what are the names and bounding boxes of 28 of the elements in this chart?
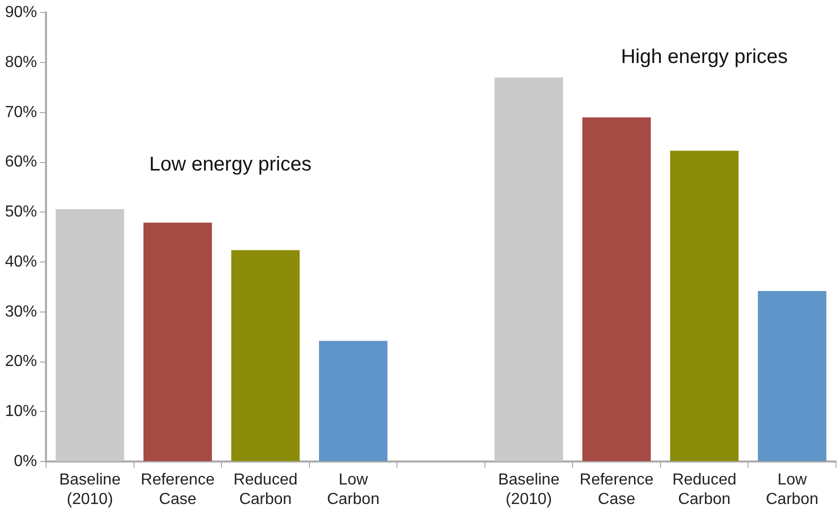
x-tick-label: Reference Case xyxy=(580,472,654,508)
annotation: Low energy prices xyxy=(149,153,312,176)
y-tick-label: 30% xyxy=(4,303,38,320)
bar xyxy=(582,117,651,462)
x-tick-label: Low Carbon xyxy=(326,472,380,508)
x-tick-label: Baseline (2010) xyxy=(59,472,121,508)
bar xyxy=(56,209,124,462)
x-tick-label: Reduced Carbon xyxy=(672,472,736,508)
y-tick-label: 90% xyxy=(4,4,38,22)
bar xyxy=(494,77,564,462)
y-tick-label: 70% xyxy=(4,104,38,121)
y-tick-label: 10% xyxy=(4,403,38,420)
bar xyxy=(319,340,388,462)
x-tick-label: Baseline (2010) xyxy=(498,472,560,508)
y-tick-label: 50% xyxy=(4,204,38,221)
x-tick-label: Low Carbon xyxy=(766,472,818,508)
y-tick-label: 60% xyxy=(4,154,38,171)
bar xyxy=(143,222,212,462)
annotation: High energy prices xyxy=(620,46,788,68)
y-tick-label: 40% xyxy=(4,253,38,270)
x-tick-label: Reference Case xyxy=(140,472,215,508)
x-tick-label: Reduced Carbon xyxy=(233,472,298,508)
bar xyxy=(758,290,826,462)
y-tick-label: 20% xyxy=(4,353,38,370)
y-tick-label: 80% xyxy=(4,54,38,71)
bar xyxy=(670,150,739,462)
bar xyxy=(231,250,300,462)
y-tick-label: 0% xyxy=(14,453,38,470)
